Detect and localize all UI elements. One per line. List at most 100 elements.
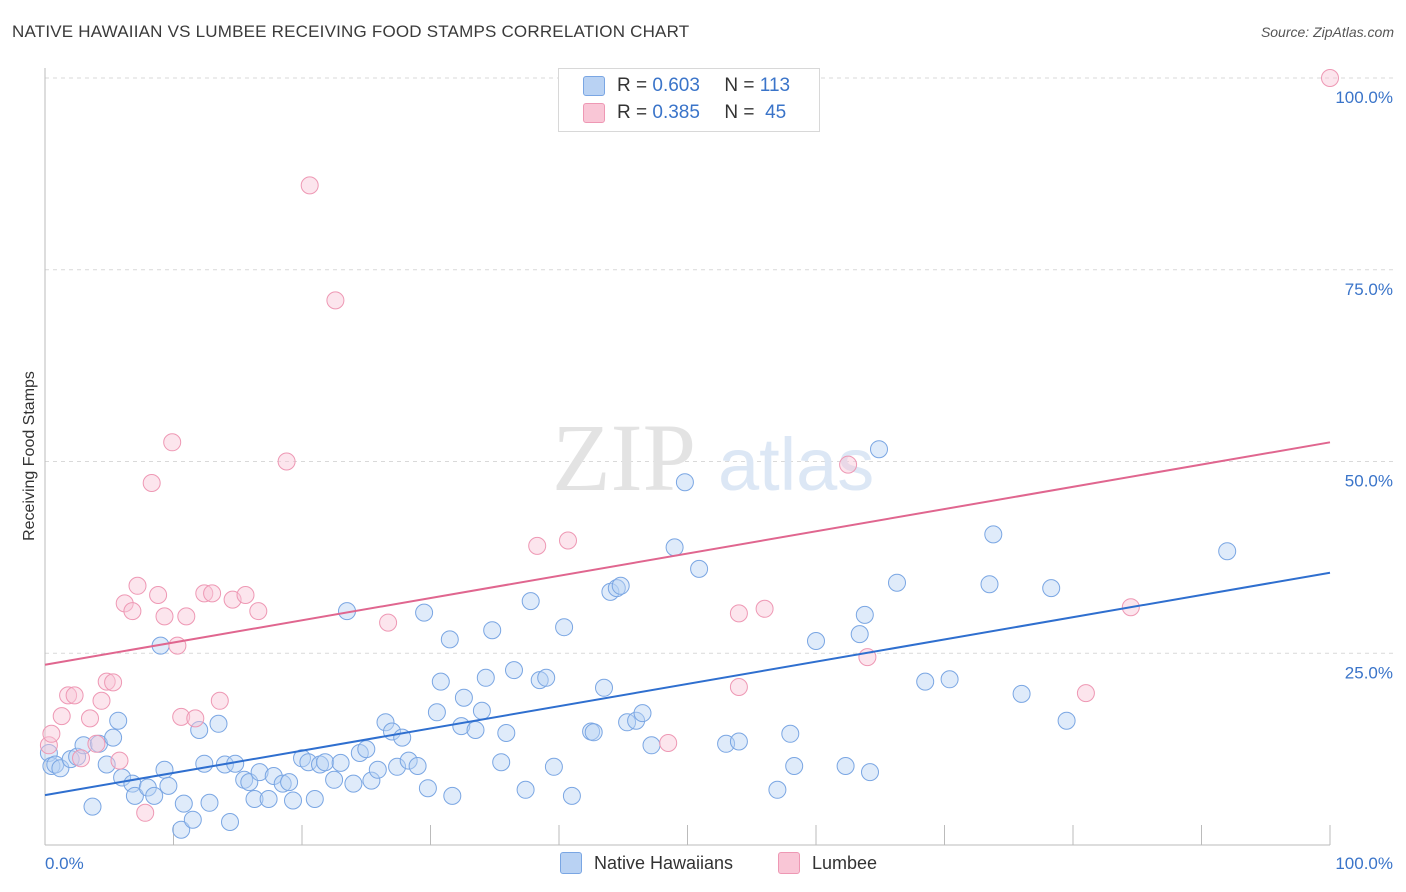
legend-row-lumbee: R = 0.385 N = 45 — [583, 102, 786, 124]
legend-swatch-native — [583, 76, 605, 96]
native-hawaiians-point — [357, 740, 376, 759]
native-hawaiians-point — [183, 810, 202, 829]
native-hawaiians-point — [850, 625, 869, 644]
native-hawaiians-point — [980, 575, 999, 594]
lumbee-point — [195, 584, 214, 603]
lumbee-point — [326, 291, 345, 310]
native-hawaiians-point — [454, 688, 473, 707]
native-hawaiians-point — [1057, 711, 1076, 730]
native-hawaiians-point — [376, 713, 395, 732]
native-hawaiians-point — [516, 780, 535, 799]
lumbee-point — [186, 709, 205, 728]
lumbee-point — [249, 602, 268, 621]
y-tick-label: 25.0% — [1345, 663, 1393, 682]
native-hawaiians-point — [1012, 684, 1031, 703]
lumbee-point — [110, 751, 129, 770]
lumbee-point — [210, 691, 229, 710]
native-hawaiians-point — [399, 751, 418, 770]
lumbee-point — [300, 176, 319, 195]
legend-item-native-hawaiians[interactable]: Native Hawaiians — [560, 852, 733, 874]
native-hawaiians-point — [331, 753, 350, 772]
lumbee-point — [839, 455, 858, 474]
lumbee-point — [203, 584, 222, 603]
native-hawaiians-point — [836, 757, 855, 775]
native-hawaiians-point — [388, 757, 407, 776]
native-hawaiians-point — [476, 668, 495, 687]
lumbee-point — [729, 604, 748, 623]
y-tick-label: 75.0% — [1345, 280, 1393, 299]
native-hawaiians-point — [781, 724, 800, 743]
native-hawaiians-point — [427, 703, 446, 722]
native-hawaiians-point — [633, 704, 652, 723]
native-hawaiians-point — [250, 763, 269, 782]
lumbee-trend-line — [44, 441, 1331, 666]
lumbee-point — [729, 678, 748, 696]
x-tick-label: 100.0% — [1335, 854, 1393, 873]
native-hawaiians-point — [344, 774, 363, 793]
native-hawaiians-point — [472, 701, 491, 720]
lumbee-point — [1321, 69, 1339, 87]
native-hawaiians-point — [431, 672, 450, 691]
lumbee-point — [168, 636, 187, 655]
legend-n-label: N = — [724, 102, 755, 123]
native-hawaiians-point — [259, 790, 278, 808]
native-hawaiians-point — [316, 753, 335, 772]
lumbee-point — [123, 602, 142, 621]
native-hawaiians-point — [83, 797, 102, 816]
lumbee-point — [39, 736, 58, 755]
legend-n-native: 113 — [759, 75, 791, 96]
lumbee-point — [87, 734, 106, 753]
lumbee-point — [277, 452, 296, 471]
lumbee-point — [155, 607, 174, 626]
native-hawaiians-point — [555, 618, 574, 637]
lumbee-point — [97, 672, 116, 691]
native-hawaiians-point — [418, 779, 437, 798]
lumbee-point — [72, 749, 90, 768]
legend-item-lumbee[interactable]: Lumbee — [778, 852, 877, 874]
native-hawaiians-point — [870, 440, 888, 459]
lumbee-points — [39, 69, 1339, 822]
native-hawaiians-point — [940, 670, 959, 689]
native-hawaiians-point — [984, 525, 1003, 544]
lumbee-point — [65, 686, 84, 705]
native-hawaiians-point — [544, 757, 563, 776]
native-hawaiians-point — [104, 728, 123, 747]
native-hawaiians-point — [408, 757, 427, 775]
legend-r-native: 0.603 — [652, 75, 700, 96]
native-hawaiians-point — [273, 774, 292, 793]
legend-row-native: R = 0.603 N = 113 — [583, 75, 790, 97]
native-hawaiians-point — [466, 721, 485, 739]
lumbee-point — [136, 803, 155, 822]
native-hawaiians-point — [190, 721, 209, 739]
native-hawaiians-point — [665, 538, 684, 557]
native-hawaiians-point — [584, 723, 603, 742]
lumbee-point — [149, 586, 168, 604]
grid-lines — [45, 77, 1395, 654]
legend-label-native-hawaiians: Native Hawaiians — [594, 852, 734, 873]
native-hawaiians-point — [159, 776, 178, 795]
native-hawaiians-point — [415, 603, 434, 622]
native-hawaiians-point — [521, 592, 540, 611]
native-hawaiians-point — [209, 714, 228, 733]
lumbee-point — [59, 686, 78, 705]
lumbee-point — [659, 734, 678, 752]
lumbee-point — [755, 599, 774, 618]
native-hawaiians-point — [729, 732, 748, 751]
native-hawaiians-point — [690, 559, 709, 578]
lumbee-point — [172, 707, 191, 726]
native-hawaiians-point — [1042, 579, 1061, 598]
native-hawaiians-point — [497, 724, 516, 742]
native-hawaiians-point — [888, 573, 906, 592]
tick-labels: 25.0% 50.0% 75.0% 100.0% 0.0% 100.0% — [45, 88, 1393, 873]
lumbee-point — [559, 531, 577, 550]
lumbee-point — [163, 433, 182, 452]
native-hawaiians-point — [362, 771, 381, 790]
axes — [44, 68, 1331, 846]
lumbee-point — [52, 707, 71, 726]
lumbee-point — [236, 586, 255, 604]
lumbee-point — [92, 691, 111, 710]
native-hawaiians-point — [537, 668, 556, 687]
x-tick-label: 0.0% — [45, 854, 84, 873]
native-hawaiians-point — [221, 813, 239, 831]
series-legend: Native Hawaiians Lumbee — [0, 852, 1406, 876]
